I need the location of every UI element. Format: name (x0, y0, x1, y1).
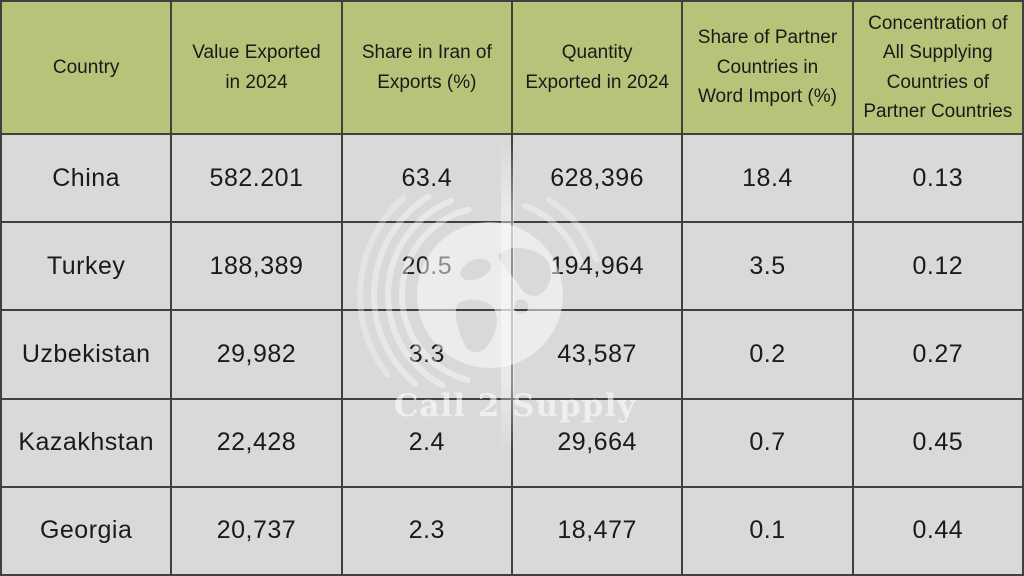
value-cell: 0.2 (681, 309, 854, 400)
column-header-country: Country (0, 0, 173, 135)
value-cell: 22,428 (170, 397, 343, 488)
column-header-share-iran-exports: Share in Iran of Exports (%) (340, 0, 513, 135)
country-cell: Turkey (0, 221, 173, 312)
value-cell: 194,964 (510, 221, 684, 312)
value-cell: 63.4 (340, 132, 513, 224)
value-cell: 18,477 (510, 485, 684, 576)
value-cell: 20,737 (170, 485, 343, 576)
value-cell: 18.4 (681, 132, 854, 224)
value-cell: 0.45 (851, 397, 1024, 488)
value-cell: 29,982 (170, 309, 343, 400)
value-cell: 582.201 (170, 132, 343, 224)
table-row-kazakhstan: Kazakhstan 22,428 2.4 29,664 0.7 0.45 (0, 397, 1024, 488)
country-cell: Uzbekistan (0, 309, 173, 400)
column-header-share-partner-import: Share of Partner Countries in Word Impor… (681, 0, 854, 135)
table-row-georgia: Georgia 20,737 2.3 18,477 0.1 0.44 (0, 485, 1024, 576)
table-body: China 582.201 63.4 628,396 18.4 0.13 Tur… (0, 132, 1024, 576)
country-cell: Kazakhstan (0, 397, 173, 488)
table-row-turkey: Turkey 188,389 20.5 194,964 3.5 0.12 (0, 221, 1024, 312)
country-cell: China (0, 132, 173, 224)
value-cell: 29,664 (510, 397, 684, 488)
column-header-value-exported: Value Exported in 2024 (170, 0, 343, 135)
value-cell: 43,587 (510, 309, 684, 400)
value-cell: 0.7 (681, 397, 854, 488)
value-cell: 0.44 (851, 485, 1024, 576)
value-cell: 2.4 (340, 397, 513, 488)
value-cell: 0.27 (851, 309, 1024, 400)
column-header-quantity-exported: Quantity Exported in 2024 (510, 0, 684, 135)
value-cell: 0.13 (851, 132, 1024, 224)
country-cell: Georgia (0, 485, 173, 576)
value-cell: 0.1 (681, 485, 854, 576)
header-row: Country Value Exported in 2024 Share in … (0, 0, 1024, 135)
value-cell: 3.5 (681, 221, 854, 312)
value-cell: 3.3 (340, 309, 513, 400)
column-header-concentration: Concentration of All Supplying Countries… (851, 0, 1024, 135)
table-row-china: China 582.201 63.4 628,396 18.4 0.13 (0, 132, 1024, 224)
value-cell: 2.3 (340, 485, 513, 576)
table-row-uzbekistan: Uzbekistan 29,982 3.3 43,587 0.2 0.27 (0, 309, 1024, 400)
table-header: Country Value Exported in 2024 Share in … (0, 0, 1024, 135)
value-cell: 0.12 (851, 221, 1024, 312)
value-cell: 20.5 (340, 221, 513, 312)
value-cell: 628,396 (510, 132, 684, 224)
value-cell: 188,389 (170, 221, 343, 312)
